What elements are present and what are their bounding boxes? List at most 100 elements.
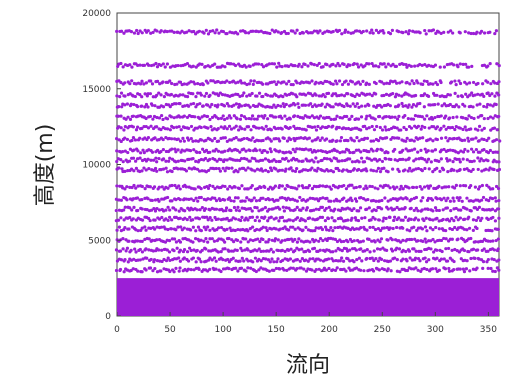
data-point (356, 117, 361, 121)
data-point (494, 29, 498, 33)
data-point (138, 93, 142, 97)
data-point (426, 157, 431, 161)
data-point (401, 104, 405, 108)
data-point (367, 103, 371, 107)
data-point (411, 103, 416, 107)
data-point (286, 248, 291, 252)
data-point (342, 196, 346, 200)
data-point (413, 237, 417, 241)
data-point (357, 209, 361, 213)
data-point (165, 248, 169, 252)
data-point (471, 199, 475, 203)
data-point (497, 268, 501, 272)
data-point (160, 185, 164, 189)
data-point (161, 105, 166, 109)
data-point (331, 229, 335, 233)
data-point (138, 258, 142, 262)
data-point (295, 216, 300, 220)
data-point (482, 31, 487, 35)
data-point (422, 266, 426, 271)
data-point (222, 104, 227, 108)
data-point (458, 126, 462, 130)
data-point (119, 80, 123, 85)
data-point (159, 149, 163, 154)
data-point (361, 197, 366, 201)
data-point (302, 81, 306, 85)
data-point (184, 185, 188, 189)
data-point (364, 117, 368, 121)
data-point (488, 30, 492, 34)
data-point (293, 198, 297, 202)
data-point (195, 248, 199, 253)
data-point (155, 160, 159, 164)
data-point (166, 186, 170, 190)
data-point (144, 247, 148, 251)
data-point (372, 249, 376, 253)
data-point (317, 207, 321, 212)
data-point (187, 197, 191, 201)
data-point (338, 225, 342, 229)
data-point (341, 259, 346, 263)
data-point (134, 166, 139, 170)
data-point (374, 92, 378, 96)
data-point (266, 169, 270, 174)
data-point (248, 215, 252, 220)
data-point (454, 215, 458, 219)
data-point (255, 227, 259, 232)
data-point (225, 31, 229, 36)
data-point (353, 94, 357, 99)
data-point (344, 127, 348, 131)
data-point (301, 198, 305, 202)
data-point (459, 149, 463, 153)
data-point (152, 114, 157, 119)
data-point (467, 114, 471, 118)
data-point (151, 117, 155, 121)
data-point (245, 157, 249, 161)
data-point (255, 104, 260, 108)
data-point (210, 258, 214, 262)
data-point (239, 218, 243, 223)
data-point (199, 187, 203, 191)
data-point (118, 267, 123, 272)
data-point (291, 92, 295, 96)
data-point (487, 136, 491, 140)
data-point (168, 269, 172, 274)
data-point (317, 94, 321, 98)
data-point (240, 184, 244, 188)
data-point (369, 168, 373, 172)
data-point (204, 138, 208, 143)
data-point (316, 166, 320, 170)
data-point (428, 82, 433, 86)
data-point (395, 185, 399, 189)
data-point (326, 257, 331, 261)
data-point (344, 79, 348, 83)
data-point (359, 150, 363, 154)
data-point (277, 219, 281, 223)
data-point (136, 31, 140, 36)
data-point (188, 228, 193, 232)
data-point (398, 81, 402, 85)
data-point (447, 219, 452, 223)
data-point (392, 207, 397, 211)
data-point (153, 266, 157, 271)
data-point (125, 137, 130, 142)
data-point (384, 157, 388, 161)
data-point (329, 208, 333, 212)
data-point (236, 92, 240, 97)
data-point (386, 199, 390, 203)
data-point (314, 156, 318, 160)
data-point (204, 237, 208, 241)
data-point (123, 94, 127, 98)
data-point (427, 167, 431, 171)
data-point (280, 239, 284, 243)
data-point (467, 65, 471, 69)
data-point (220, 93, 225, 97)
data-point (237, 186, 241, 191)
data-point (416, 239, 420, 243)
data-point (157, 217, 162, 221)
data-point (129, 30, 134, 34)
data-point (381, 219, 385, 223)
data-point (343, 150, 347, 154)
data-point (268, 147, 272, 151)
data-point (115, 184, 119, 188)
